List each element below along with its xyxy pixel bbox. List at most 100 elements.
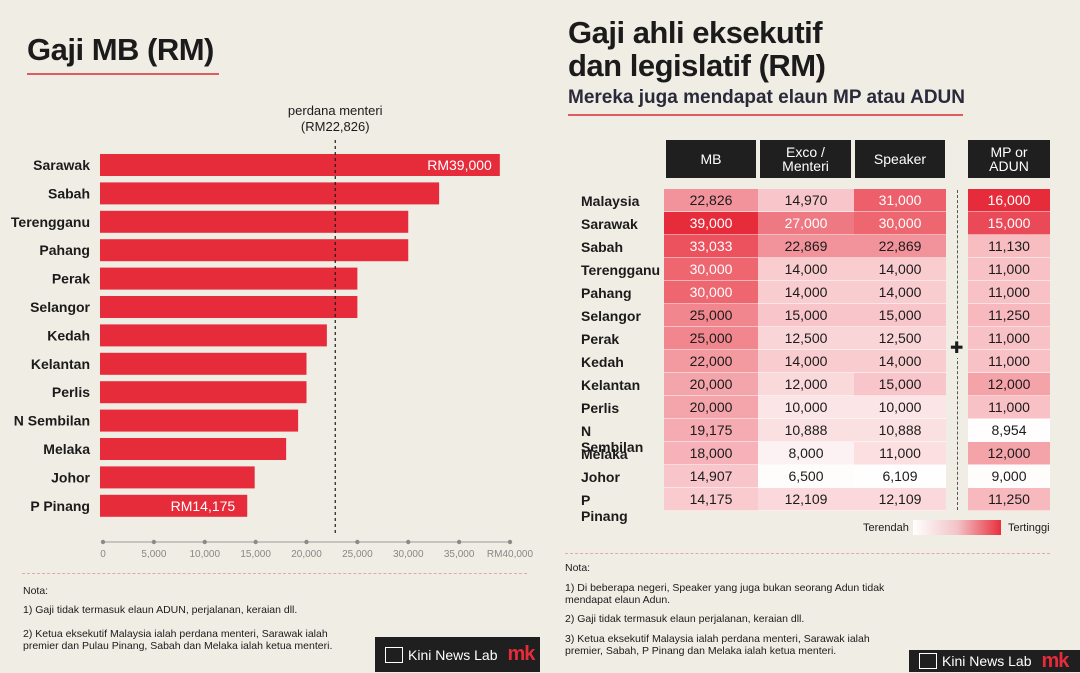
cell-mp-malaysia: 16,000	[968, 189, 1050, 212]
mk-logo: mk	[1041, 649, 1070, 673]
x-tick-7	[456, 539, 462, 545]
bar-11	[100, 466, 255, 489]
cell-exco-terengganu: 14,000	[758, 258, 854, 281]
legend-gradient	[913, 520, 1001, 535]
cell-mp-terengganu: 11,000	[968, 258, 1050, 281]
mb-salary-bar-chart: Sarawak Sabah Terengganu Pahang Perak Selango…	[11, 103, 534, 560]
cell-mp-johor: 9,000	[968, 465, 1050, 488]
x-tick-label-4: 20,000	[291, 549, 322, 560]
cell-mb-n-sembilan: 19,175	[664, 419, 758, 442]
left-notes-divider	[22, 573, 527, 574]
legend-high-label: Tertinggi	[1008, 522, 1050, 534]
x-tick-4	[304, 539, 309, 545]
right-title-underline	[568, 114, 963, 116]
cell-mb-perak: 25,000	[664, 327, 758, 350]
cell-exco-kedah: 14,000	[758, 350, 854, 373]
cell-speaker-melaka: 11,000	[854, 442, 946, 465]
x-tick-5	[355, 539, 360, 545]
cell-exco-pahang: 14,000	[758, 281, 854, 304]
right-title-line2: dan legislatif (RM)	[568, 48, 826, 83]
mk-logo-m: m	[1041, 649, 1060, 672]
cell-mp-perlis: 11,000	[968, 396, 1050, 419]
bar-label-6: Kedah	[47, 327, 90, 343]
mk-logo: mk	[508, 643, 536, 666]
row-label-pahang: Pahang	[581, 285, 632, 301]
bar-label-7: Kelantan	[31, 356, 90, 372]
cell-mp-pahang: 11,000	[968, 281, 1050, 304]
row-label-melaka: Melaka	[581, 446, 628, 462]
bar-label-11: Johor	[51, 469, 90, 485]
cell-exco-malaysia: 14,970	[758, 189, 854, 212]
x-tick-3	[253, 539, 258, 545]
row-label-johor: Johor	[581, 469, 620, 485]
cell-exco-perak: 12,500	[758, 327, 854, 350]
bar-label-4: Perak	[52, 271, 90, 287]
right-title: Gaji ahli eksekutif dan legislatif (RM)	[568, 16, 826, 83]
x-tick-label-5: 25,000	[342, 549, 373, 560]
cell-mp-sabah: 11,130	[968, 235, 1050, 258]
x-tick-label-0: 0	[100, 549, 106, 560]
bar-label-2: Terengganu	[11, 214, 90, 230]
bar-label-3: Pahang	[39, 242, 90, 258]
cell-speaker-terengganu: 14,000	[854, 258, 946, 281]
cell-mb-sarawak: 39,000	[664, 212, 758, 235]
x-tick-1	[151, 539, 157, 545]
row-label-kelantan: Kelantan	[581, 377, 641, 393]
row-label-malaysia: Malaysia	[581, 193, 640, 209]
cell-mb-terengganu: 30,000	[664, 258, 758, 281]
bar-12	[100, 494, 248, 517]
x-tick-label-7: 35,000	[444, 549, 475, 560]
bar-label-10: Melaka	[43, 441, 90, 457]
cell-mp-melaka: 12,000	[968, 442, 1050, 465]
cell-mp-perak: 11,000	[968, 327, 1050, 350]
col-header-exco: Exco / Menteri	[760, 140, 851, 178]
bar-2	[100, 210, 409, 233]
cell-speaker-sarawak: 30,000	[854, 212, 946, 235]
bar-6	[100, 324, 327, 347]
footer-brand: Kini News Lab	[408, 646, 498, 663]
bar-4	[100, 267, 358, 290]
x-tick-8	[507, 539, 513, 545]
cell-speaker-selangor: 15,000	[854, 304, 946, 327]
mk-logo-k: k	[1058, 649, 1069, 672]
kini-logo-icon	[919, 653, 937, 669]
right-notes-heading: Nota:	[565, 562, 591, 574]
left-note-1: 1) Gaji tidak termasuk elaun ADUN, perja…	[23, 604, 298, 616]
x-tick-label-6: 30,000	[393, 549, 424, 560]
cell-mp-p-pinang: 11,250	[968, 488, 1050, 511]
row-label-sabah: Sabah	[581, 239, 624, 255]
cell-speaker-sabah: 22,869	[854, 235, 946, 258]
bar-8	[100, 381, 307, 404]
col-header-speaker: Speaker	[855, 140, 945, 178]
cell-speaker-n-sembilan: 10,888	[854, 419, 946, 442]
col-header-mp-adun: MP or ADUN	[968, 140, 1050, 178]
cell-speaker-kelantan: 15,000	[854, 373, 946, 396]
kini-logo-icon	[385, 646, 403, 663]
bar-5	[100, 296, 358, 318]
cell-mb-pahang: 30,000	[664, 281, 758, 304]
bar-1	[100, 182, 440, 205]
bar-label-1: Sabah	[48, 185, 90, 201]
cell-exco-sabah: 22,869	[758, 235, 854, 258]
left-note-2: 2) Ketua eksekutif Malaysia ialah perdan…	[23, 628, 333, 652]
cell-speaker-malaysia: 31,000	[854, 189, 946, 212]
x-tick-2	[202, 539, 207, 545]
cell-mb-kelantan: 20,000	[664, 373, 758, 396]
row-label-perak: Perak	[581, 331, 620, 347]
bar-9	[100, 409, 299, 432]
cell-speaker-johor: 6,109	[854, 465, 946, 488]
bar-value-label-first: RM39,000	[427, 157, 492, 173]
cell-mb-melaka: 18,000	[664, 442, 758, 465]
bar-value-label-last: RM14,175	[171, 498, 236, 514]
bar-3	[100, 239, 409, 262]
cell-mp-kedah: 11,000	[968, 350, 1050, 373]
cell-exco-n-sembilan: 10,888	[758, 419, 854, 442]
x-tick-label-1: 5,000	[141, 549, 166, 560]
bar-label-5: Selangor	[30, 299, 90, 315]
row-label-terengganu: Terengganu	[581, 262, 661, 278]
bar-label-8: Perlis	[52, 384, 90, 400]
cell-mp-kelantan: 12,000	[968, 373, 1050, 396]
row-label-selangor: Selangor	[581, 308, 641, 324]
cell-speaker-perlis: 10,000	[854, 396, 946, 419]
cell-mb-kedah: 22,000	[664, 350, 758, 373]
